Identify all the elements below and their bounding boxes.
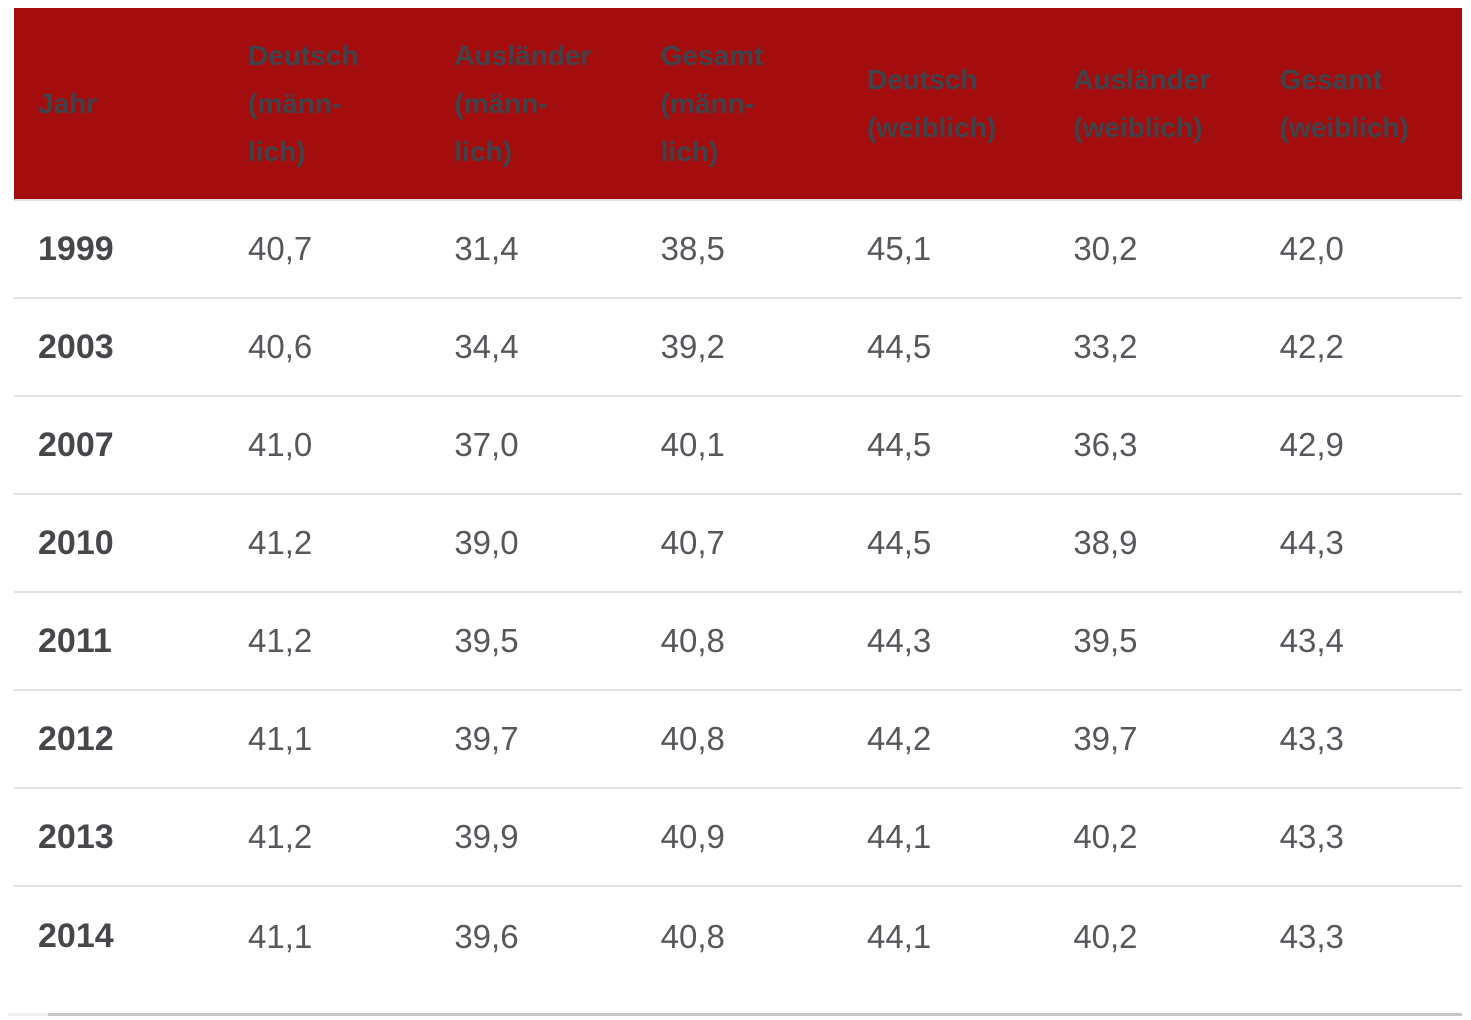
value-cell: 44,5 — [866, 328, 932, 365]
value-cell: 44,1 — [866, 818, 932, 855]
value-cell: 40,1 — [660, 426, 725, 463]
year-cell: 2012 — [38, 719, 114, 758]
column-header-6: Gesamt (weiblich) — [1256, 8, 1462, 200]
table-body: 1999 40,7 31,4 38,5 45,1 30,2 42,0 2003 40,6 34,4… — [14, 200, 1462, 1012]
table-row: 2014 41,1 39,6 40,8 44,1 40,2 43,3 — [14, 886, 1462, 1012]
value-cell: 41,2 — [248, 818, 313, 855]
column-header-line: Deutsch — [866, 63, 978, 95]
value-cell: 43,3 — [1279, 917, 1344, 955]
value-cell: 40,8 — [660, 622, 725, 659]
column-header-line: Ausländer — [454, 39, 592, 71]
value-cell: 40,2 — [1073, 818, 1138, 855]
table-row: 2011 41,2 39,5 40,8 44,3 39,5 43,4 — [14, 592, 1462, 690]
table-row: 2013 41,2 39,9 40,9 44,1 40,2 43,3 — [14, 788, 1462, 886]
value-cell: 39,6 — [454, 917, 519, 955]
table-header: Jahr Deutsch (männ-lich) Ausländer (männ-lic… — [14, 8, 1462, 200]
value-cell: 44,2 — [866, 720, 932, 757]
table-header-row: Jahr Deutsch (männ-lich) Ausländer (männ-lic… — [14, 8, 1462, 200]
value-cell: 39,0 — [454, 524, 519, 561]
cutoff-line-light-segment — [8, 1013, 48, 1016]
table-row: 2003 40,6 34,4 39,2 44,5 33,2 42,2 — [14, 298, 1462, 396]
table-row: 2012 41,1 39,7 40,8 44,2 39,7 43,3 — [14, 690, 1462, 788]
column-header-0: Jahr — [14, 8, 224, 200]
value-cell: 41,1 — [248, 720, 313, 757]
value-cell: 43,3 — [1279, 818, 1344, 855]
value-cell: 40,9 — [660, 818, 725, 855]
table-row: 2007 41,0 37,0 40,1 44,5 36,3 42,9 — [14, 396, 1462, 494]
column-header-line: (männ- — [248, 87, 342, 119]
value-cell: 44,3 — [866, 622, 932, 659]
value-cell: 39,7 — [454, 720, 519, 757]
value-cell: 38,5 — [660, 230, 725, 267]
value-cell: 41,0 — [248, 426, 313, 463]
column-header-line: Jahr — [38, 87, 98, 119]
value-cell: 43,4 — [1279, 622, 1344, 659]
year-cell: 2003 — [38, 327, 114, 366]
statistics-table: Jahr Deutsch (männ-lich) Ausländer (männ-lic… — [14, 8, 1462, 1012]
value-cell: 39,5 — [454, 622, 519, 659]
year-cell: 2013 — [38, 817, 114, 856]
value-cell: 40,6 — [248, 328, 313, 365]
column-header-line: Ausländer — [1073, 63, 1211, 95]
value-cell: 45,1 — [866, 230, 932, 267]
table-row: 2010 41,2 39,0 40,7 44,5 38,9 44,3 — [14, 494, 1462, 592]
value-cell: 42,9 — [1279, 426, 1344, 463]
column-header-3: Gesamt (männ-lich) — [637, 8, 843, 200]
column-header-line: Gesamt — [660, 39, 764, 71]
value-cell: 33,2 — [1073, 328, 1138, 365]
value-cell: 31,4 — [454, 230, 519, 267]
value-cell: 40,8 — [660, 720, 725, 757]
value-cell: 41,2 — [248, 622, 313, 659]
value-cell: 39,5 — [1073, 622, 1138, 659]
value-cell: 44,5 — [866, 426, 932, 463]
column-header-1: Deutsch (männ-lich) — [224, 8, 430, 200]
value-cell: 40,7 — [660, 524, 725, 561]
year-cell: 2011 — [38, 621, 112, 660]
value-cell: 39,9 — [454, 818, 519, 855]
year-cell: 2014 — [38, 917, 114, 955]
column-header-line: Deutsch — [248, 39, 359, 71]
cutoff-next-element-border — [0, 1013, 1471, 1016]
value-cell: 37,0 — [454, 426, 519, 463]
year-cell: 2007 — [38, 425, 114, 464]
year-cell: 2010 — [38, 523, 114, 562]
column-header-line: (männ- — [660, 87, 754, 119]
value-cell: 43,3 — [1279, 720, 1344, 757]
value-cell: 41,2 — [248, 524, 313, 561]
value-cell: 34,4 — [454, 328, 519, 365]
cutoff-line-dark-segment — [48, 1013, 1462, 1016]
column-header-line: (weiblich) — [1073, 111, 1203, 143]
value-cell: 39,2 — [660, 328, 725, 365]
value-cell: 44,1 — [866, 917, 932, 955]
value-cell: 40,7 — [248, 230, 313, 267]
value-cell: 36,3 — [1073, 426, 1138, 463]
value-cell: 42,0 — [1279, 230, 1344, 267]
value-cell: 38,9 — [1073, 524, 1138, 561]
table-row: 1999 40,7 31,4 38,5 45,1 30,2 42,0 — [14, 200, 1462, 298]
column-header-line: (weiblich) — [1279, 111, 1409, 143]
value-cell: 39,7 — [1073, 720, 1138, 757]
column-header-5: Ausländer (weiblich) — [1049, 8, 1255, 200]
column-header-line: lich) — [248, 135, 306, 167]
column-header-line: (männ- — [454, 87, 548, 119]
value-cell: 30,2 — [1073, 230, 1138, 267]
value-cell: 44,3 — [1279, 524, 1344, 561]
column-header-line: Gesamt — [1279, 63, 1383, 95]
value-cell: 42,2 — [1279, 328, 1344, 365]
column-header-line: lich) — [454, 135, 512, 167]
column-header-2: Ausländer (männ-lich) — [430, 8, 636, 200]
value-cell: 40,2 — [1073, 917, 1138, 955]
value-cell: 41,1 — [248, 917, 313, 955]
column-header-line: lich) — [660, 135, 719, 167]
value-cell: 40,8 — [660, 917, 725, 955]
column-header-line: (weiblich) — [866, 111, 997, 143]
value-cell: 44,5 — [866, 524, 932, 561]
column-header-4: Deutsch (weiblich) — [843, 8, 1049, 200]
year-cell: 1999 — [38, 229, 114, 268]
